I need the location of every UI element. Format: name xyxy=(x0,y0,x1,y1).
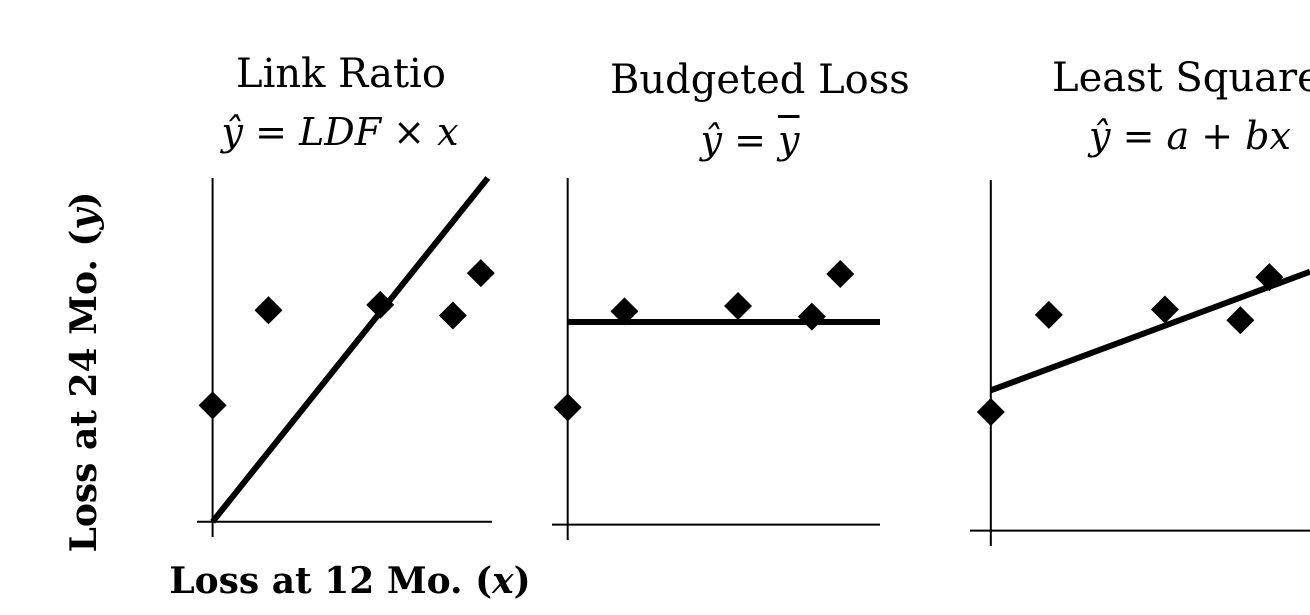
formula-eq: = xyxy=(255,110,287,154)
x-axis-label-prefix: Loss at 12 Mo. ( xyxy=(169,560,493,602)
data-point xyxy=(610,297,639,326)
data-point xyxy=(254,296,283,325)
panel-2-title: Budgeted Loss xyxy=(610,57,910,103)
formula-rhs: y xyxy=(778,118,800,162)
formula-rhs: LDF × x xyxy=(299,110,459,154)
fit-line xyxy=(210,176,491,524)
formula-lhs: ŷ xyxy=(221,110,243,154)
data-point xyxy=(198,391,227,420)
data-point xyxy=(976,397,1005,426)
formula-eq: = xyxy=(1122,114,1155,158)
data-point xyxy=(1034,300,1063,329)
data-point xyxy=(797,302,826,331)
panel-1-formula: ŷ = LDF × x xyxy=(215,112,465,152)
panel-3-formula: ŷ = a + bx xyxy=(1080,116,1300,156)
data-point xyxy=(1226,306,1255,335)
panel-3-title: Least Squares xyxy=(1052,55,1310,101)
data-point xyxy=(438,301,467,330)
formula-lhs: ŷ xyxy=(700,118,722,162)
fit-line xyxy=(989,268,1310,394)
data-point xyxy=(1150,295,1179,324)
formula-lhs: ŷ xyxy=(1089,114,1111,158)
data-point xyxy=(826,260,855,288)
data-point xyxy=(466,259,495,288)
formula-eq: = xyxy=(734,118,766,162)
x-axis-label-var: x xyxy=(492,560,514,602)
x-axis-label: Loss at 12 Mo. (x) xyxy=(169,560,530,602)
formula-rhs: a + bx xyxy=(1166,114,1291,158)
x-axis-label-suffix: ) xyxy=(513,560,531,602)
data-point xyxy=(1255,263,1284,292)
data-point xyxy=(366,290,395,319)
panel-1-title: Link Ratio xyxy=(236,51,446,97)
data-point xyxy=(724,292,753,320)
panel-2-formula: ŷ = y xyxy=(650,120,850,160)
data-point xyxy=(553,393,582,422)
